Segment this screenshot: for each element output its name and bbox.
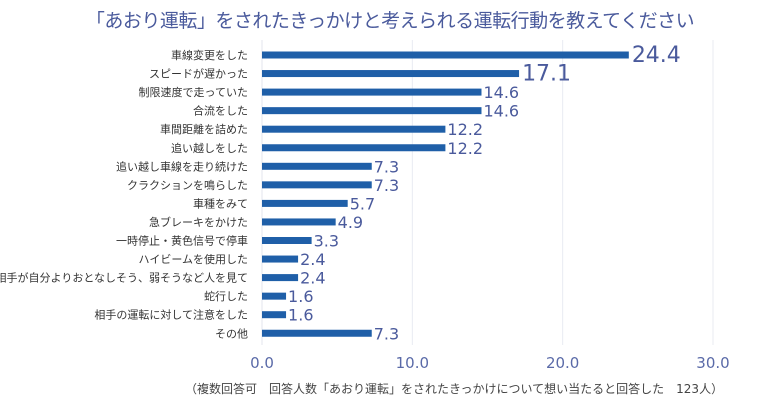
value-label: 3.3 (314, 232, 339, 251)
value-label: 1.6 (288, 306, 313, 325)
value-label: 2.4 (300, 269, 325, 288)
category-label: 車種をみて (193, 196, 248, 210)
category-label: 急ブレーキをかけた (149, 215, 248, 229)
value-label: 7.3 (374, 157, 399, 176)
value-label: 7.3 (374, 324, 399, 343)
bar (262, 292, 287, 300)
value-label: 2.4 (300, 250, 325, 269)
category-label: 合流をした (193, 104, 248, 118)
bar (262, 255, 299, 263)
bar (262, 237, 312, 244)
category-label: 一時停止・黄色信号で停車 (116, 234, 248, 248)
bar (262, 70, 520, 78)
bar (262, 274, 299, 282)
value-label: 4.9 (338, 213, 363, 232)
x-tick-label: 0.0 (250, 354, 274, 372)
value-label: 7.3 (374, 176, 399, 195)
category-label: ハイビームを使用した (139, 253, 248, 266)
bar (262, 51, 629, 59)
bar (262, 199, 348, 207)
x-tick-label: 10.0 (396, 354, 429, 372)
category-label: 相手の運転に対して注意をした (94, 308, 248, 322)
bar (262, 311, 287, 319)
x-tick-label: 30.0 (696, 354, 729, 372)
value-label: 5.7 (350, 194, 375, 213)
chart-title: 「あおり運転」をされたきっかけと考えられる運転行動を教えてください (85, 10, 695, 32)
value-label: 12.2 (447, 139, 483, 158)
value-label: 12.2 (447, 120, 483, 139)
bar (262, 181, 372, 189)
bars (262, 51, 629, 337)
category-label: 蛇行した (204, 289, 248, 303)
value-label: 1.6 (288, 287, 313, 306)
category-labels: 車線変更をしたスピードが遅かった制限速度で走っていた合流をした車間距離を詰めた追… (0, 48, 248, 340)
category-label: 追い越し車線を走り続けた (116, 159, 248, 173)
value-label: 14.6 (483, 102, 519, 121)
bar (262, 125, 446, 133)
category-label: スピードが遅かった (149, 67, 248, 81)
footnote: （複数回答可 回答人数「あおり運転」をされたきっかけについて想い当たると回答した… (185, 382, 724, 396)
x-tick-labels: 0.0 10.0 20.0 30.0 (250, 354, 730, 372)
category-label: 車線変更をした (171, 48, 248, 62)
value-label: 17.1 (522, 62, 571, 87)
bar (262, 329, 372, 337)
x-tick-label: 20.0 (546, 354, 579, 372)
category-label: 相手が自分よりおとなしそう、弱そうなど人を見て (0, 271, 248, 285)
category-label: 制限速度で走っていた (139, 85, 248, 99)
category-label: その他 (215, 327, 248, 340)
value-labels: 24.417.114.614.612.212.27.37.35.74.93.32… (288, 43, 681, 343)
value-label: 14.6 (483, 83, 519, 102)
value-label: 24.4 (632, 43, 681, 68)
bar (262, 218, 336, 226)
bar (262, 88, 482, 96)
bar (262, 144, 446, 152)
bar (262, 107, 482, 115)
category-label: クラクションを鳴らした (127, 178, 248, 192)
category-label: 車間距離を詰めた (160, 122, 248, 136)
bar (262, 162, 372, 170)
category-label: 追い越しをした (171, 141, 248, 155)
